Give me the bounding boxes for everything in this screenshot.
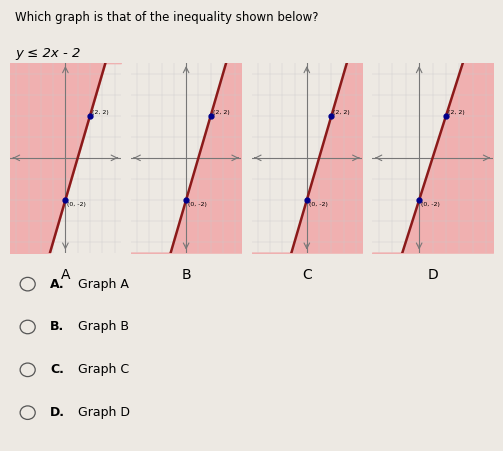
Text: (2, 2): (2, 2) xyxy=(213,110,229,115)
Text: (0, -2): (0, -2) xyxy=(309,202,327,207)
Text: (0, -2): (0, -2) xyxy=(421,202,440,207)
Text: Graph B: Graph B xyxy=(78,321,129,333)
Text: (0, -2): (0, -2) xyxy=(188,202,207,207)
Text: Graph A: Graph A xyxy=(78,278,129,290)
Text: (2, 2): (2, 2) xyxy=(333,110,350,115)
Text: Graph D: Graph D xyxy=(78,406,130,419)
Text: (2, 2): (2, 2) xyxy=(448,110,465,115)
Text: B.: B. xyxy=(50,321,64,333)
Text: C.: C. xyxy=(50,364,64,376)
Text: (2, 2): (2, 2) xyxy=(92,110,109,115)
Text: (0, -2): (0, -2) xyxy=(67,202,86,207)
Text: C: C xyxy=(302,268,312,282)
Text: A: A xyxy=(61,268,70,282)
Text: Graph C: Graph C xyxy=(78,364,129,376)
Text: D: D xyxy=(427,268,438,282)
Text: B: B xyxy=(181,268,191,282)
Text: y ≤ 2x - 2: y ≤ 2x - 2 xyxy=(15,47,80,60)
Text: D.: D. xyxy=(50,406,65,419)
Text: A.: A. xyxy=(50,278,65,290)
Text: Which graph is that of the inequality shown below?: Which graph is that of the inequality sh… xyxy=(15,11,318,24)
